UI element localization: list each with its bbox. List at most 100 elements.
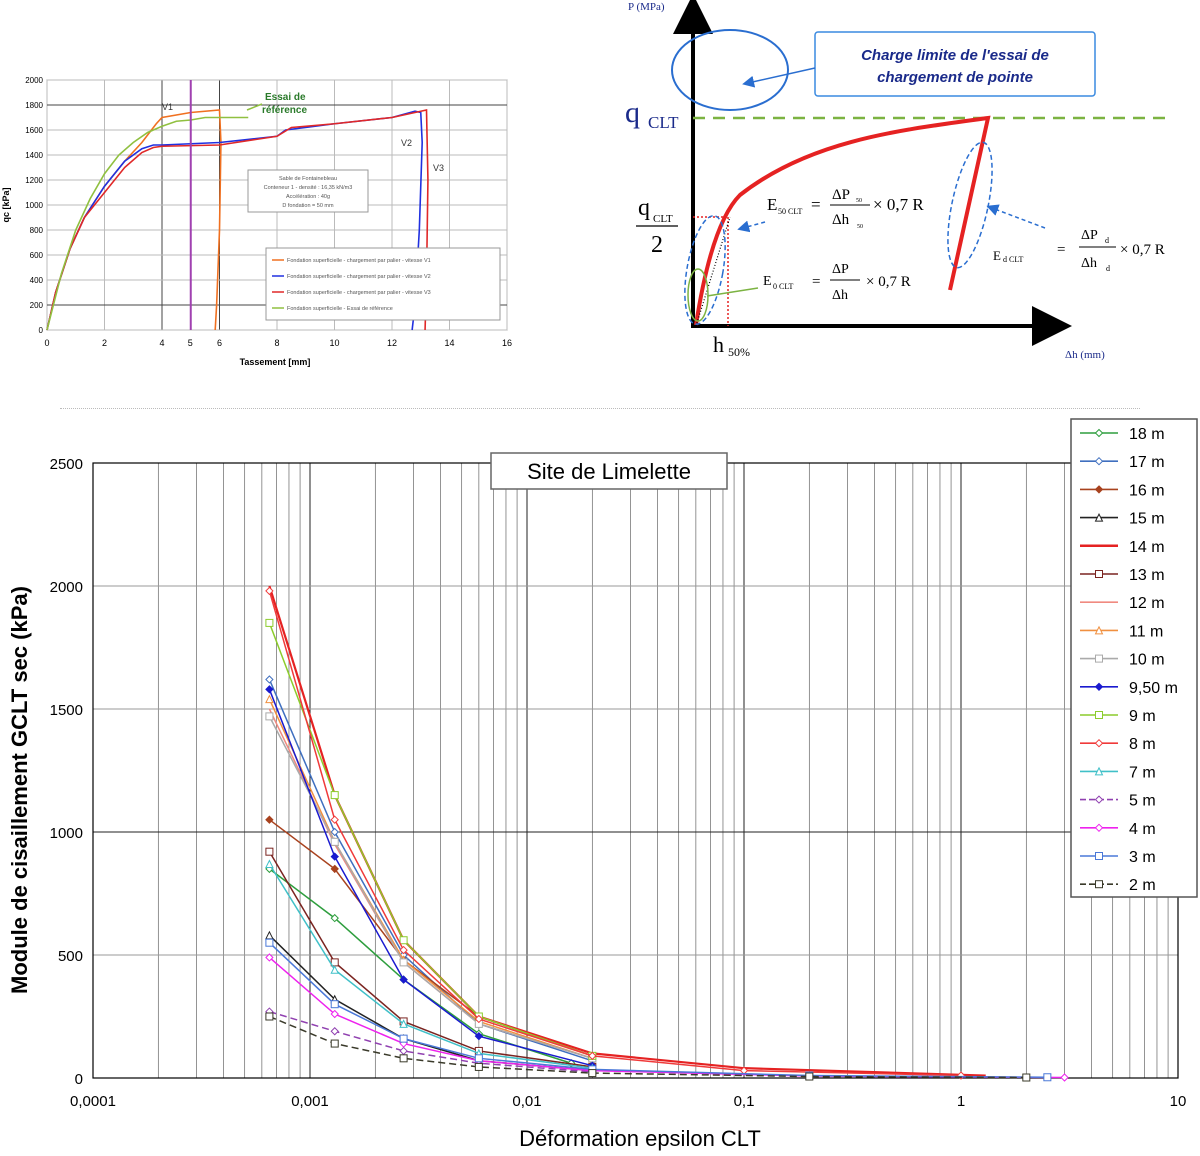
chart3-point bbox=[265, 712, 274, 721]
chart1-series-line bbox=[46, 109, 429, 331]
chart3-ytick: 500 bbox=[58, 948, 83, 965]
chart3-xtick: 0,01 bbox=[512, 1093, 541, 1110]
chart3-point bbox=[588, 1069, 597, 1078]
ed-formula: E d CLT = ΔP d Δh d × 0,7 R bbox=[993, 228, 1165, 273]
chart3-point bbox=[1094, 823, 1104, 833]
chart3-ytick: 2500 bbox=[50, 456, 83, 473]
chart1-info-box: Sable de Fontainebleau Conteneur 1 - den… bbox=[247, 169, 369, 213]
e50-num: ΔP bbox=[832, 187, 850, 203]
info-line-1: Sable de Fontainebleau bbox=[279, 176, 337, 182]
chart1-ytick: 1400 bbox=[25, 151, 43, 160]
e50-num-sub: 50 bbox=[856, 198, 862, 204]
chart3-series-line bbox=[268, 590, 962, 1077]
chart3-series-line bbox=[268, 679, 593, 1062]
chart3-point bbox=[1095, 852, 1103, 860]
chart3-point bbox=[1095, 570, 1103, 578]
callout-line-2: chargement de pointe bbox=[877, 69, 1033, 86]
chart3-point bbox=[1094, 512, 1104, 522]
chart3-ytick: 1500 bbox=[50, 702, 83, 719]
chart1-xtick: 14 bbox=[444, 338, 454, 348]
chart3-legend-entry: 15 m bbox=[1129, 511, 1165, 528]
chart1-ytick: 400 bbox=[30, 276, 44, 285]
clt-schematic: P (MPa) Δh (mm) Charge limite de l'essai… bbox=[560, 0, 1200, 380]
chart3-point bbox=[330, 1009, 339, 1019]
secant-line bbox=[695, 216, 731, 327]
chart1-legend-entry: Fondation superficielle - chargement par… bbox=[287, 274, 431, 280]
chart3-legend-entry: 2 m bbox=[1129, 877, 1156, 894]
chart1-ytick: 1000 bbox=[25, 201, 43, 210]
chart3-point bbox=[265, 930, 274, 940]
h50-sub: 50% bbox=[728, 345, 750, 359]
chart3-point bbox=[265, 847, 274, 856]
chart1-v3-label: V3 bbox=[433, 163, 444, 173]
chart3-point bbox=[474, 1014, 484, 1024]
chart3-point bbox=[265, 675, 274, 684]
load-curve bbox=[694, 115, 991, 326]
chart1-v1-label: V1 bbox=[162, 102, 173, 112]
chart1-ref-label-1: Essai de bbox=[265, 92, 306, 103]
chart3-point bbox=[330, 1000, 339, 1009]
e50-arrow bbox=[737, 220, 766, 233]
e50-tail: × 0,7 R bbox=[873, 195, 924, 214]
chart1-xtick: 10 bbox=[329, 338, 339, 348]
e0-formula: E 0 CLT = ΔP Δh × 0,7 R bbox=[763, 262, 911, 303]
chart3-series bbox=[265, 586, 966, 1080]
e50-den-sub: 50 bbox=[857, 224, 863, 230]
chart3-point bbox=[1094, 485, 1104, 494]
chart1-ytick: 800 bbox=[30, 226, 44, 235]
chart1-legend-entry: Fondation superficielle - chargement par… bbox=[287, 290, 431, 296]
chart3-point bbox=[474, 1062, 483, 1071]
chart3-legend: 18 m 17 m 16 m 15 m 14 m 13 m 12 m 11 m 10 m 9,50… bbox=[1070, 418, 1198, 898]
chart1-legend: Fondation superficielle - chargement par… bbox=[265, 247, 501, 321]
chart3-point bbox=[1095, 880, 1103, 889]
ed-tail: × 0,7 R bbox=[1120, 242, 1165, 258]
chart1-xtick: 6 bbox=[217, 338, 222, 348]
e50-ellipse bbox=[684, 214, 726, 326]
chart3-series bbox=[265, 1012, 1031, 1082]
chart3-point bbox=[474, 1031, 484, 1041]
chart3-xtick: 0,0001 bbox=[70, 1093, 116, 1110]
e50-lhs: E bbox=[767, 195, 777, 214]
chart3-legend-entry: 12 m bbox=[1129, 595, 1165, 612]
chart3-point bbox=[588, 1051, 597, 1061]
chart3-plot-border bbox=[92, 462, 1179, 1079]
chart3-point bbox=[330, 965, 340, 974]
chart3-series bbox=[265, 712, 597, 1063]
ed-arrow bbox=[986, 204, 1046, 229]
chart3-point bbox=[330, 864, 339, 874]
chart3-point bbox=[399, 1034, 408, 1043]
chart3-point bbox=[265, 815, 274, 824]
q-clt-ellipse bbox=[671, 29, 789, 111]
chart3-point bbox=[1095, 654, 1103, 663]
callout-box bbox=[814, 31, 1096, 97]
e50-sub: 50 CLT bbox=[778, 207, 802, 216]
chart3-point bbox=[1060, 1073, 1069, 1082]
chart1-xtick: 16 bbox=[502, 338, 512, 348]
chart3-title: Site de Limelette bbox=[527, 459, 691, 484]
q-clt-sub: CLT bbox=[648, 113, 679, 132]
chart3-point bbox=[1094, 625, 1104, 635]
chart3-point bbox=[399, 975, 408, 984]
chart3-point bbox=[399, 958, 408, 967]
ed-lhs: E bbox=[993, 248, 1001, 263]
chart1-xlabel: Tassement [mm] bbox=[240, 357, 311, 367]
e0-arrow bbox=[706, 287, 759, 297]
chart3-point bbox=[265, 938, 274, 947]
chart3-point bbox=[1043, 1073, 1052, 1082]
chart3-point bbox=[330, 827, 339, 837]
chart3-series-line bbox=[268, 716, 593, 1060]
chart3-point bbox=[399, 1054, 408, 1063]
chart3-legend-entry: 17 m bbox=[1129, 454, 1165, 471]
chart3-point bbox=[330, 852, 339, 861]
chart1-v2-label: V2 bbox=[401, 138, 412, 148]
chart3-legend-entry: 4 m bbox=[1129, 821, 1156, 838]
e0-lhs: E bbox=[763, 274, 772, 289]
chart3-point bbox=[330, 1027, 339, 1036]
chart1-ytick: 1800 bbox=[25, 101, 43, 110]
chart3-xtick: 0,1 bbox=[734, 1093, 755, 1110]
e0-ellipse bbox=[687, 268, 709, 322]
chart3-point bbox=[399, 945, 408, 955]
chart3-ylabel: Module de cisaillement GCLT sec (kPa) bbox=[7, 586, 32, 994]
chart1-xtick: 4 bbox=[159, 338, 164, 348]
chart3-point bbox=[1095, 711, 1103, 719]
